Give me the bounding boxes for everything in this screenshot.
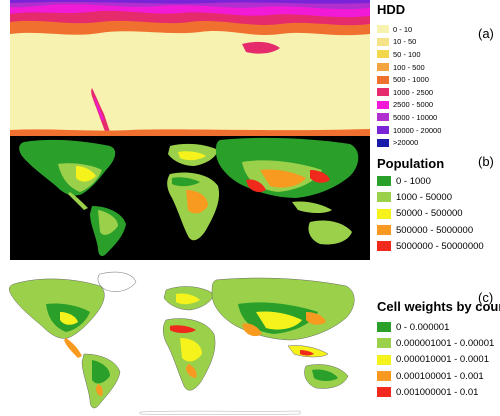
legend-item: 0 - 1000 [377,173,497,189]
legend-item: 0.000100001 - 0.001 [377,368,500,384]
hdd-legend-title: HDD [377,2,406,17]
legend-label: 5000 - 10000 [393,112,438,122]
population-legend-list: 0 - 1000 1000 - 50000 50000 - 500000 500000… [377,173,497,254]
legend-swatch [377,75,389,84]
legend-swatch [377,371,391,382]
legend-swatch [377,25,389,34]
cell-weights-map [0,268,372,416]
legend-swatch [377,338,391,349]
legend-item: 10000 - 20000 [377,124,497,137]
legend-item: 1000 - 50000 [377,189,497,205]
legend-label: 5000000 - 50000000 [396,240,484,252]
legend-swatch [377,88,389,97]
legend-label: 10 - 50 [393,37,417,47]
legend-label: 50 - 100 [393,49,421,59]
legend-label: 10000 - 20000 [393,125,442,135]
legend-swatch [377,192,391,203]
legend-label: 0.001000001 - 0.01 [396,386,479,398]
legend-swatch [377,176,391,187]
legend-label: 100 - 500 [393,62,425,72]
cell-weights-legend-title: Cell weights by country [377,299,500,314]
legend-item: 0.000001001 - 0.00001 [377,335,500,351]
legend-item: >20000 [377,136,497,149]
legend-label: 0.000010001 - 0.0001 [396,354,489,366]
legend-swatch [377,50,389,59]
legend-label: 1000 - 2500 [393,87,434,97]
legend-item: 2500 - 5000 [377,99,497,112]
legend-label: 0.000100001 - 0.001 [396,370,484,382]
legend-swatch [377,354,391,365]
legend-item: 100 - 500 [377,61,497,74]
legend-label: >20000 [393,138,419,148]
legend-item: 5000 - 10000 [377,111,497,124]
legend-label: 500 - 1000 [393,75,429,85]
panel-label-b: (b) [478,154,494,169]
legend-item: 1000 - 2500 [377,86,497,99]
legend-item: 500 - 1000 [377,73,497,86]
panel-label-c: (c) [478,290,494,305]
hdd-map [10,0,370,136]
legend-item: 0.000010001 - 0.0001 [377,352,500,368]
legend-item: 0.001000001 - 0.01 [377,384,500,400]
legend-item: 5000000 - 50000000 [377,238,497,254]
legend-swatch [377,63,389,72]
legend-label: 1000 - 50000 [396,191,452,203]
legend-item: 50 - 100 [377,48,497,61]
legend-swatch [377,100,389,109]
legend-item: 500000 - 5000000 [377,222,497,238]
population-legend: Population 0 - 1000 1000 - 50000 50000 - 5… [377,156,497,254]
cell-weights-legend-list: 0 - 0.000001 0.000001001 - 0.00001 0.00001… [377,319,500,400]
legend-swatch [377,113,389,122]
legend-item: 10 - 50 [377,36,497,49]
legend-label: 50000 - 500000 [396,208,463,220]
legend-swatch [377,387,391,398]
legend-swatch [377,241,391,252]
legend-swatch [377,138,389,147]
legend-item: 0 - 0.000001 [377,319,500,335]
legend-swatch [377,322,391,333]
legend-swatch [377,208,391,219]
legend-label: 0 - 10 [393,24,413,34]
legend-label: 0 - 0.000001 [396,321,450,333]
legend-swatch [377,37,389,46]
legend-label: 500000 - 5000000 [396,224,474,236]
legend-label: 0.000001001 - 0.00001 [396,337,495,349]
population-legend-title: Population [377,156,445,171]
hdd-legend-list: 0 - 10 10 - 50 50 - 100 100 - 500 500 - 1000… [377,23,497,149]
legend-item: 50000 - 500000 [377,206,497,222]
population-map [10,136,370,260]
legend-item: 0 - 10 [377,23,497,36]
cell-weights-legend: Cell weights by country 0 - 0.000001 0.00… [377,298,500,400]
legend-swatch [377,126,389,135]
panel-label-a: (a) [478,26,494,41]
legend-swatch [377,225,391,236]
legend-label: 0 - 1000 [396,175,431,187]
hdd-legend: HDD 0 - 10 10 - 50 50 - 100 100 - 500 500 - … [377,2,497,149]
legend-label: 2500 - 5000 [393,100,434,110]
